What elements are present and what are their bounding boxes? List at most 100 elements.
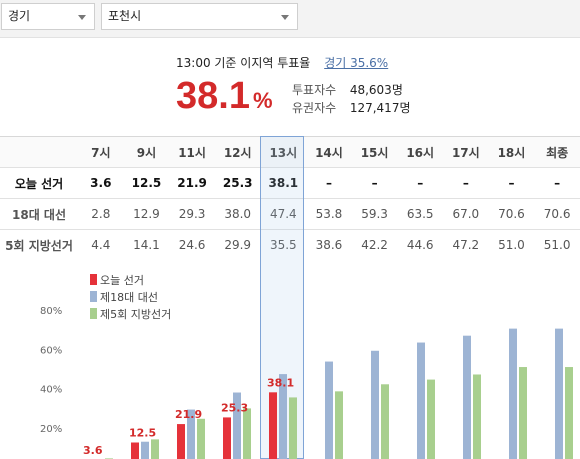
bar-local <box>473 374 481 459</box>
table-cell: 70.6 <box>534 198 580 230</box>
table-cell: 25.3 <box>214 167 261 199</box>
bar-presidential <box>141 441 149 459</box>
turnout-rate-value: 38.1 <box>176 75 250 117</box>
table-cell: 3.6 <box>78 167 124 199</box>
y-tick-label: 40% <box>40 385 62 396</box>
table-cell: – <box>443 167 489 199</box>
table-cell: 51.0 <box>534 229 580 261</box>
bar-local <box>243 408 251 459</box>
table-row: 5회 지방선거 4.4 14.1 24.6 29.9 35.5 38.6 42.2 44.6 47… <box>0 229 580 261</box>
data-label: 25.3 <box>221 401 248 414</box>
table-cell: 35.5 <box>260 229 307 261</box>
table-cell: – <box>488 167 535 199</box>
table-header-cell: 11시 <box>169 136 215 168</box>
table-cell: 51.0 <box>488 229 535 261</box>
table-cell: 12.5 <box>123 167 170 199</box>
province-turnout-link[interactable]: 경기 35.6% <box>324 56 389 70</box>
voters-label: 투표자수 <box>292 83 337 97</box>
y-tick-label: 80% <box>40 306 62 317</box>
table-cell: 44.6 <box>397 229 443 261</box>
table-body: 오늘 선거 3.6 12.5 21.9 25.3 38.1– – – – – –18대 대선 2.8 1… <box>0 167 580 261</box>
bar-local <box>335 391 343 459</box>
table-cell: 59.3 <box>351 198 398 230</box>
table-cell: 67.0 <box>443 198 489 230</box>
legend-label: 제18대 대선 <box>100 291 158 304</box>
bar-presidential <box>417 342 425 459</box>
table-cell: – <box>306 167 352 199</box>
chevron-down-icon <box>281 15 289 20</box>
region-select[interactable]: 경기 <box>1 3 95 30</box>
bar-presidential <box>325 361 333 459</box>
bar-local <box>519 367 527 459</box>
table-cell: – <box>397 167 443 199</box>
table-header-cell: 최종 <box>534 136 580 168</box>
bar-today <box>177 424 185 459</box>
turnout-table: 7시 9시 11시 12시 13시 14시 15시 16시 17시 18시 최종 오늘 선거 3.6 1… <box>0 136 580 262</box>
table-cell: 4.4 <box>78 229 124 261</box>
city-select-value: 포천시 <box>108 9 142 23</box>
legend-swatch <box>90 291 97 302</box>
bar-local <box>289 397 297 459</box>
data-label: 38.1 <box>267 376 294 389</box>
table-cell: 21.9 <box>169 167 215 199</box>
bar-today <box>131 442 139 459</box>
bar-presidential <box>233 392 241 459</box>
table-header-cell: 12시 <box>214 136 261 168</box>
table-header-cell: 7시 <box>78 136 124 168</box>
table-header-row: 7시 9시 11시 12시 13시 14시 15시 16시 17시 18시 최종 <box>0 136 580 168</box>
vote-counts: 투표자수 48,603명 유권자수 127,417명 <box>292 81 411 117</box>
legend-item: 제5회 지방선거 <box>90 306 171 323</box>
table-row: 오늘 선거 3.6 12.5 21.9 25.3 38.1– – – – – – <box>0 167 580 199</box>
region-select-value: 경기 <box>8 9 31 23</box>
legend-item: 제18대 대선 <box>90 289 171 306</box>
table-cell: 63.5 <box>397 198 443 230</box>
table-cell: 38.1 <box>260 167 307 199</box>
table-cell: 38.0 <box>214 198 261 230</box>
table-row: 18대 대선 2.8 12.9 29.3 38.0 47.4 53.8 59.3 63.5 67.… <box>0 198 580 230</box>
table-header-blank <box>0 136 78 168</box>
bar-local <box>427 379 435 459</box>
bar-presidential <box>371 350 379 459</box>
bar-presidential <box>187 409 195 459</box>
table-header-cell: 17시 <box>443 136 489 168</box>
legend-label: 오늘 선거 <box>100 274 144 287</box>
table-cell: 42.2 <box>351 229 398 261</box>
table-cell: – <box>534 167 580 199</box>
bar-presidential <box>555 328 563 459</box>
bar-presidential <box>463 335 471 459</box>
table-header-cell: 18시 <box>488 136 535 168</box>
data-label: 21.9 <box>175 408 202 421</box>
filter-bar: 경기 포천시 <box>0 0 580 38</box>
voters-value: 48,603명 <box>349 83 403 97</box>
turnout-rate: 38.1% <box>176 75 273 118</box>
table-cell: 47.4 <box>260 198 307 230</box>
table-header-cell: 9시 <box>123 136 170 168</box>
city-select[interactable]: 포천시 <box>101 3 298 30</box>
table-row-label: 18대 대선 <box>0 198 78 230</box>
table-row-label: 5회 지방선거 <box>0 229 78 261</box>
bar-local <box>381 384 389 459</box>
y-tick-label: 60% <box>40 345 62 356</box>
bar-local <box>565 367 573 459</box>
table-header-cell: 14시 <box>306 136 352 168</box>
eligible-value: 127,417명 <box>349 101 411 115</box>
bar-local <box>151 439 159 459</box>
table-header-cell: 13시 <box>260 136 307 168</box>
legend-item: 오늘 선거 <box>90 272 171 289</box>
table-cell: 29.9 <box>214 229 261 261</box>
data-label: 12.5 <box>129 427 156 440</box>
summary-headline-row: 13:00 기준 이지역 투표율 경기 35.6% <box>176 54 388 71</box>
legend-label: 제5회 지방선거 <box>100 308 172 321</box>
table-cell: 70.6 <box>488 198 535 230</box>
data-label: 3.6 <box>83 444 103 457</box>
y-tick-label: 20% <box>40 424 62 435</box>
bar-local <box>197 418 205 459</box>
table-cell: 24.6 <box>169 229 215 261</box>
table-cell: 14.1 <box>123 229 170 261</box>
table-row-label: 오늘 선거 <box>0 167 78 199</box>
table-cell: 2.8 <box>78 198 124 230</box>
turnout-summary: 13:00 기준 이지역 투표율 경기 35.6% 38.1% 투표자수 48,… <box>0 38 580 136</box>
bar-presidential <box>509 328 517 459</box>
table-cell: 53.8 <box>306 198 352 230</box>
